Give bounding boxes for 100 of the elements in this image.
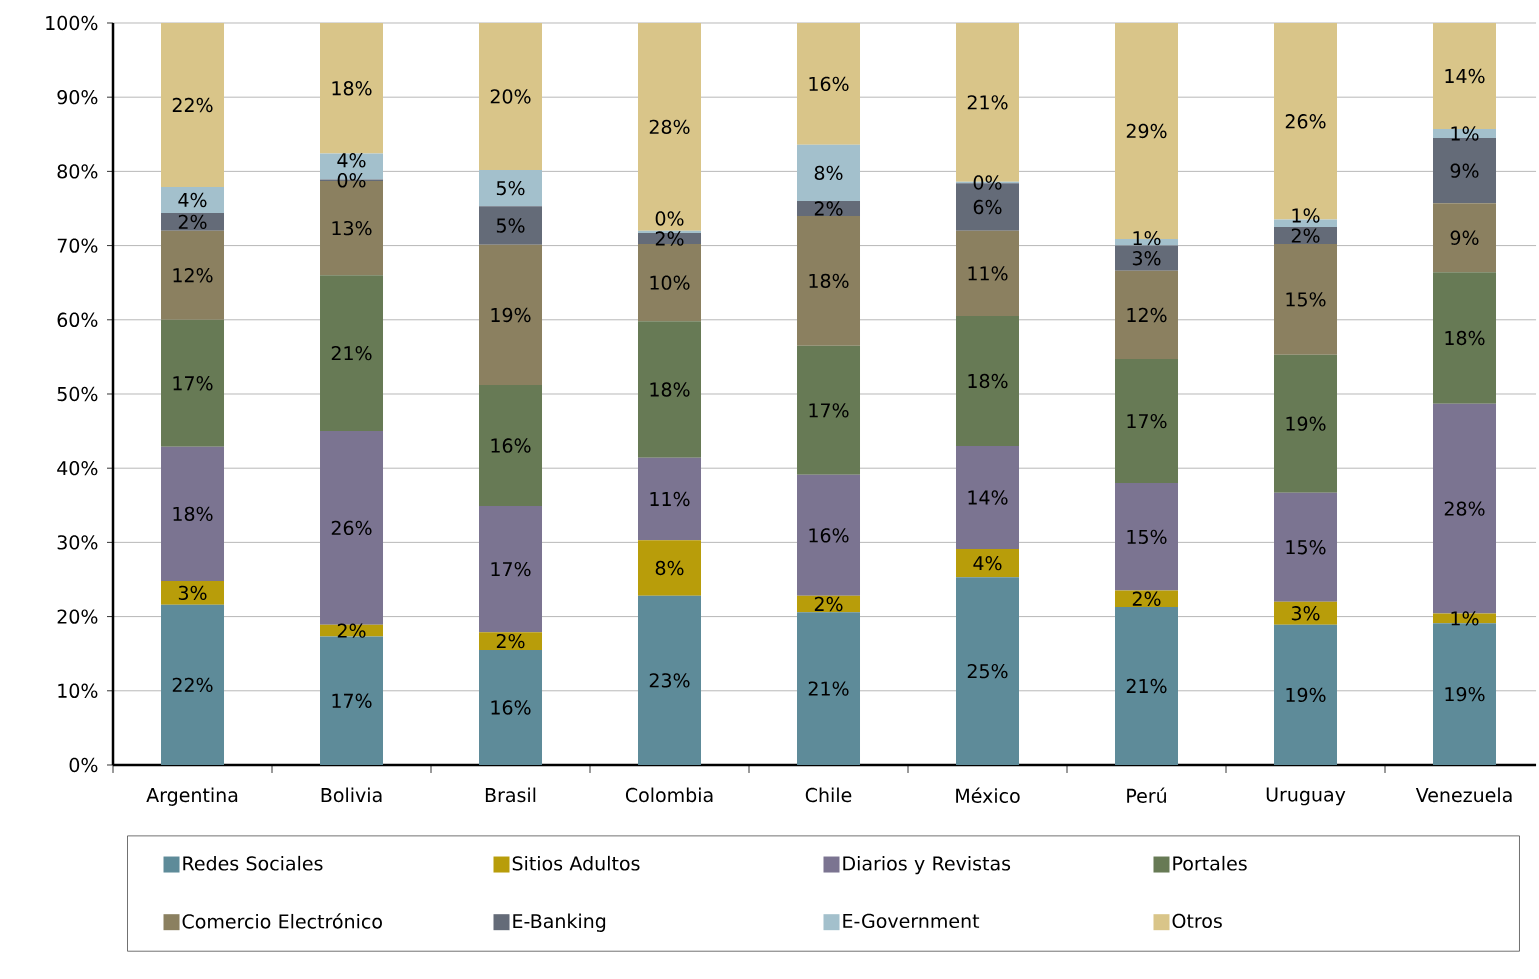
data-label: 18%	[650, 382, 690, 397]
data-label: 20%	[490, 89, 531, 104]
bar	[479, 385, 543, 507]
data-label: 14%	[968, 490, 1008, 505]
y-tick-label: 70%	[57, 238, 98, 253]
data-label: 19%	[1445, 686, 1485, 702]
data-label: 12%	[173, 268, 213, 283]
bar	[956, 316, 1020, 446]
bar	[479, 22, 543, 170]
data-label: 6%	[973, 199, 1002, 215]
data-label: 18%	[173, 506, 213, 521]
data-label: 1%	[1292, 208, 1320, 223]
legend-label: E-Banking	[513, 913, 606, 932]
x-tick-label: Argentina	[146, 787, 238, 806]
bar	[638, 595, 702, 765]
legend-label: Otros	[1172, 913, 1222, 929]
y-tick-label: 60%	[57, 312, 98, 327]
data-label: 17%	[1127, 413, 1167, 429]
bar	[320, 431, 384, 625]
data-label: 3%	[1291, 606, 1320, 621]
bar	[1115, 606, 1179, 765]
data-label: 4%	[973, 555, 1002, 571]
bar	[1115, 483, 1179, 591]
data-label: 19%	[1286, 687, 1326, 703]
bar	[161, 580, 225, 605]
bar	[1274, 601, 1338, 625]
bar	[320, 22, 384, 154]
bar	[161, 22, 225, 187]
data-label: 28%	[1444, 501, 1485, 516]
data-label: 17%	[491, 561, 531, 577]
data-label: 4%	[337, 153, 366, 168]
legend-label: Sitios Adultos	[512, 855, 640, 871]
bar	[1433, 272, 1497, 404]
y-tick-label: 10%	[58, 683, 98, 698]
data-label: 17%	[332, 693, 372, 708]
bar	[479, 244, 543, 386]
data-label: 19%	[491, 307, 531, 323]
data-label: 19%	[1286, 416, 1326, 431]
data-label: 21%	[331, 345, 372, 361]
data-label: 16%	[809, 76, 849, 92]
data-label: 17%	[809, 403, 849, 418]
bar	[1115, 245, 1179, 271]
data-label: 21%	[1126, 678, 1167, 694]
x-tick-label: Chile	[805, 787, 852, 803]
data-label: 17%	[173, 376, 213, 391]
data-label: 22%	[172, 677, 213, 693]
bar	[479, 632, 543, 650]
data-label: 15%	[1127, 529, 1167, 544]
data-label: 21%	[808, 681, 849, 696]
x-tick-label: Perú	[1127, 787, 1166, 803]
data-label: 5%	[496, 180, 525, 196]
legend-label: Redes Sociales	[183, 855, 323, 871]
data-label: 9%	[1450, 163, 1479, 178]
bar	[161, 212, 225, 231]
data-label: 18%	[968, 373, 1008, 389]
data-label: 2%	[814, 201, 843, 216]
bar	[797, 215, 861, 346]
data-label: 18%	[1445, 330, 1485, 346]
bar	[797, 345, 861, 475]
data-label: 9%	[1450, 230, 1479, 245]
bar	[479, 506, 543, 633]
data-label: 28%	[649, 119, 690, 135]
data-label: 1%	[1133, 230, 1161, 246]
bar	[479, 169, 543, 207]
data-label: 2%	[655, 231, 684, 246]
bar	[161, 319, 225, 447]
data-label: 26%	[1285, 114, 1326, 129]
data-label: 11%	[650, 491, 690, 507]
y-tick-label: 90%	[57, 90, 98, 105]
data-label: 2%	[178, 214, 207, 230]
data-label: 16%	[809, 528, 849, 543]
bar	[638, 457, 702, 541]
data-label: 3%	[178, 585, 207, 601]
legend-label: Diarios y Revistas	[843, 855, 1011, 875]
y-tick-label: 30%	[57, 535, 98, 550]
y-tick-label: 0%	[69, 757, 98, 773]
data-label: 23%	[649, 673, 690, 688]
bar	[956, 577, 1020, 765]
bar	[638, 244, 702, 322]
data-label: 14%	[1445, 68, 1485, 84]
bar	[797, 612, 861, 765]
data-label: 12%	[1127, 307, 1167, 323]
data-label: 11%	[968, 266, 1008, 281]
y-tick-label: 80%	[57, 164, 98, 179]
y-tick-label: 100%	[46, 15, 98, 31]
data-label: 15%	[1286, 540, 1326, 555]
data-label: 16%	[491, 438, 531, 453]
x-tick-label: Colombia	[625, 787, 713, 803]
bar	[1274, 244, 1338, 355]
bar	[1274, 492, 1338, 602]
bar	[797, 474, 861, 596]
bar	[1115, 270, 1179, 360]
bar	[161, 186, 225, 213]
data-label: 18%	[809, 273, 849, 289]
legend-label: Comercio Electrónico	[182, 913, 382, 929]
data-label: 15%	[1286, 292, 1326, 307]
x-tick-label: Venezuela	[1415, 787, 1512, 803]
data-label: 25%	[967, 663, 1008, 679]
data-label: 22%	[172, 97, 213, 113]
bar	[1274, 624, 1338, 765]
